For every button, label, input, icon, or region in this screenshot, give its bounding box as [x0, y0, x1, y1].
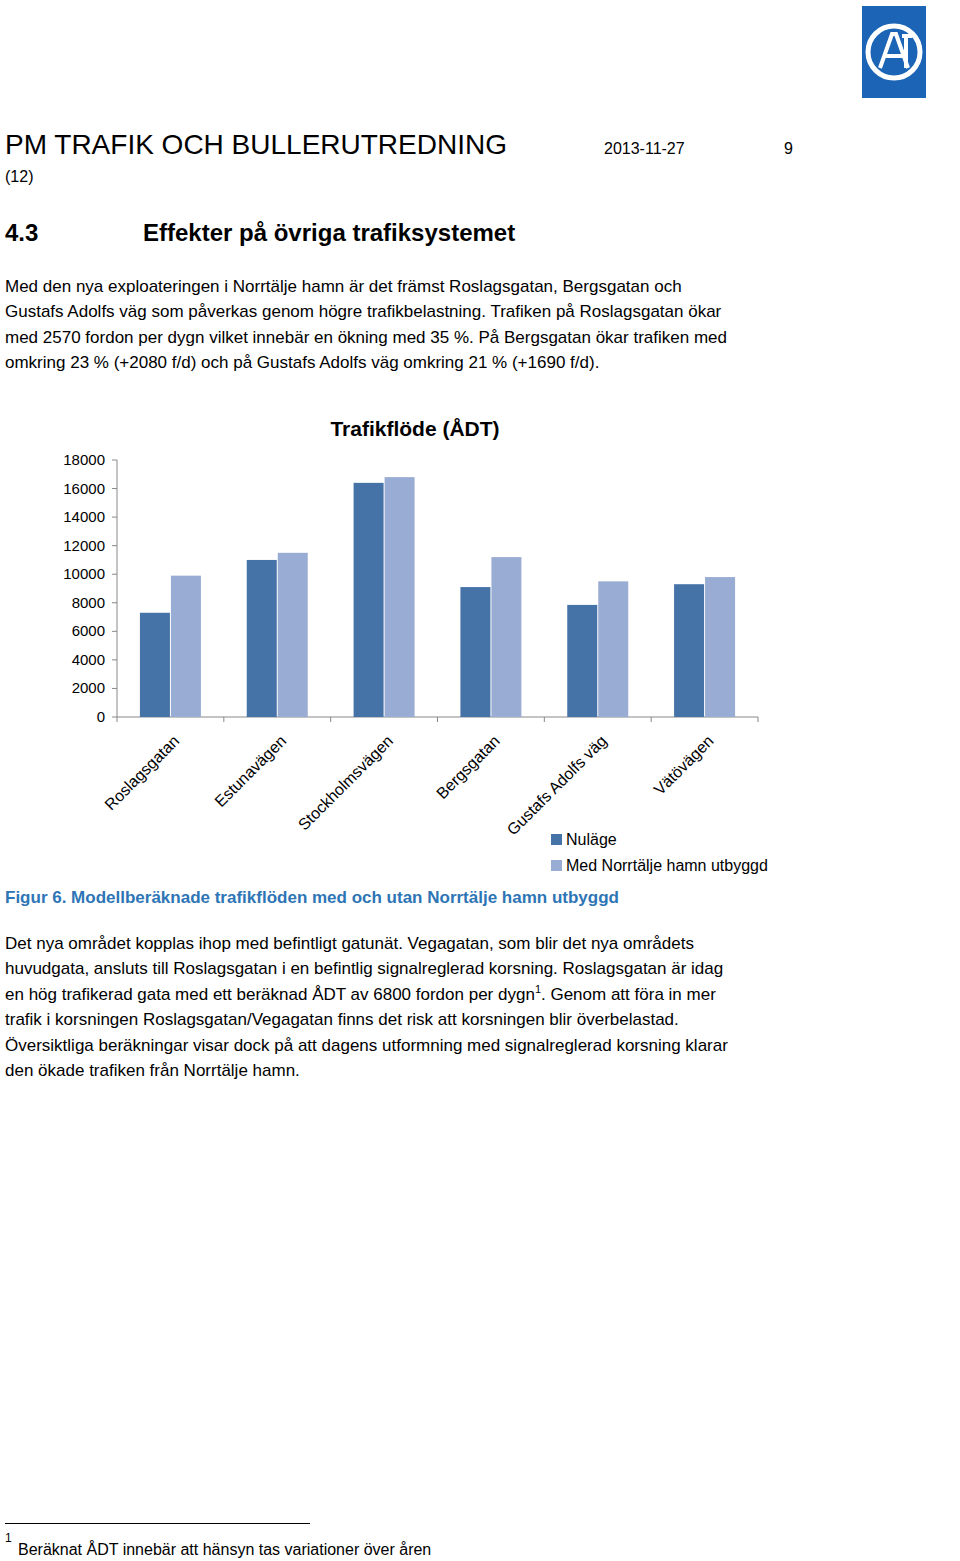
body-line: med 2570 fordon per dygn vilket innebär …	[5, 328, 727, 348]
x-tick	[223, 717, 224, 722]
bar	[171, 576, 201, 717]
body-line: huvudgata, ansluts till Roslagsgatan i e…	[5, 959, 723, 979]
legend-swatch	[551, 834, 562, 845]
y-axis	[117, 460, 118, 717]
y-tick-label: 12000	[63, 537, 105, 554]
y-tick	[112, 574, 117, 575]
x-tick	[330, 717, 331, 722]
y-tick	[112, 488, 117, 489]
x-tick	[651, 717, 652, 722]
x-tick-label: Gustafs Adolfs väg	[504, 732, 610, 838]
bar	[567, 605, 597, 717]
body-line: omkring 23 % (+2080 f/d) och på Gustafs …	[5, 353, 599, 373]
body-line: Översiktliga beräkningar visar dock på a…	[5, 1036, 728, 1056]
y-tick-label: 10000	[63, 565, 105, 582]
legend-label: Med Norrtälje hamn utbyggd	[566, 857, 768, 874]
y-tick-label: 2000	[72, 679, 105, 696]
x-tick-label: Estunavägen	[211, 732, 289, 810]
bar	[460, 587, 490, 717]
chart-title: Trafikflöde (ÅDT)	[330, 417, 499, 440]
y-tick	[112, 545, 117, 546]
y-tick-label: 8000	[72, 594, 105, 611]
footnote-number: 1	[5, 1531, 12, 1545]
bars	[140, 477, 735, 717]
y-tick	[112, 659, 117, 660]
y-tick	[112, 631, 117, 632]
bar	[140, 613, 170, 717]
y-tick-label: 14000	[63, 508, 105, 525]
header-pages: (12)	[5, 168, 33, 186]
x-tick	[437, 717, 438, 722]
x-tick	[758, 717, 759, 722]
y-tick	[112, 717, 117, 718]
y-tick-label: 6000	[72, 622, 105, 639]
x-tick-label: Vätövägen	[651, 732, 717, 798]
y-tick-label: 4000	[72, 651, 105, 668]
header-title: PM TRAFIK OCH BULLERUTREDNING	[5, 129, 507, 161]
bar	[674, 584, 704, 717]
x-tick	[117, 717, 118, 722]
text: . Genom att föra in mer	[541, 985, 716, 1004]
y-tick	[112, 517, 117, 518]
y-tick	[112, 688, 117, 689]
y-tick	[112, 460, 117, 461]
chart: Trafikflöde (ÅDT) 0 2000 4000 6000 8000 10000 1…	[0, 0, 960, 900]
body-line: en hög trafikerad gata med ett beräknad …	[5, 985, 716, 1005]
footnote-text: Beräknat ÅDT innebär att hänsyn tas vari…	[18, 1541, 431, 1559]
y-tick-label: 18000	[63, 451, 105, 468]
footnote-rule	[5, 1523, 310, 1524]
legend-swatch	[551, 860, 562, 871]
logo-ring	[868, 26, 920, 78]
header-page: 9	[784, 140, 793, 158]
header-date: 2013-11-27	[604, 140, 685, 158]
bar	[491, 557, 521, 717]
body-line: Det nya området kopplas ihop med befintl…	[5, 934, 694, 954]
logo-bg	[862, 6, 926, 98]
text: en hög trafikerad gata med ett beräknad …	[5, 985, 535, 1004]
y-tick	[112, 602, 117, 603]
body-line: trafik i korsningen Roslagsgatan/Vegagat…	[5, 1010, 679, 1030]
body-line: den ökade trafiken från Norrtälje hamn.	[5, 1061, 300, 1081]
footnote-ref: 1	[535, 983, 541, 995]
body-line: Gustafs Adolfs väg som påverkas genom hö…	[5, 302, 721, 322]
logo	[862, 6, 926, 98]
body-line: Med den nya exploateringen i Norrtälje h…	[5, 277, 682, 297]
x-tick	[544, 717, 545, 722]
bar	[705, 577, 735, 717]
x-tick-label: Bergsgatan	[433, 732, 503, 802]
logo-glyph	[880, 34, 912, 68]
bar	[354, 483, 384, 717]
bar	[247, 560, 277, 717]
bar	[278, 553, 308, 717]
x-tick-label: Stockholmsvägen	[295, 732, 396, 833]
x-tick-label: Roslagsgatan	[101, 732, 182, 813]
y-tick-label: 16000	[63, 480, 105, 497]
section-title: Effekter på övriga trafiksystemet	[143, 219, 515, 247]
bar	[598, 581, 628, 717]
section-number: 4.3	[5, 219, 38, 247]
y-tick-label: 0	[97, 708, 105, 725]
legend-label: Nuläge	[566, 831, 617, 848]
figure-caption: Figur 6. Modellberäknade trafikflöden me…	[5, 888, 619, 908]
bar	[385, 477, 415, 717]
